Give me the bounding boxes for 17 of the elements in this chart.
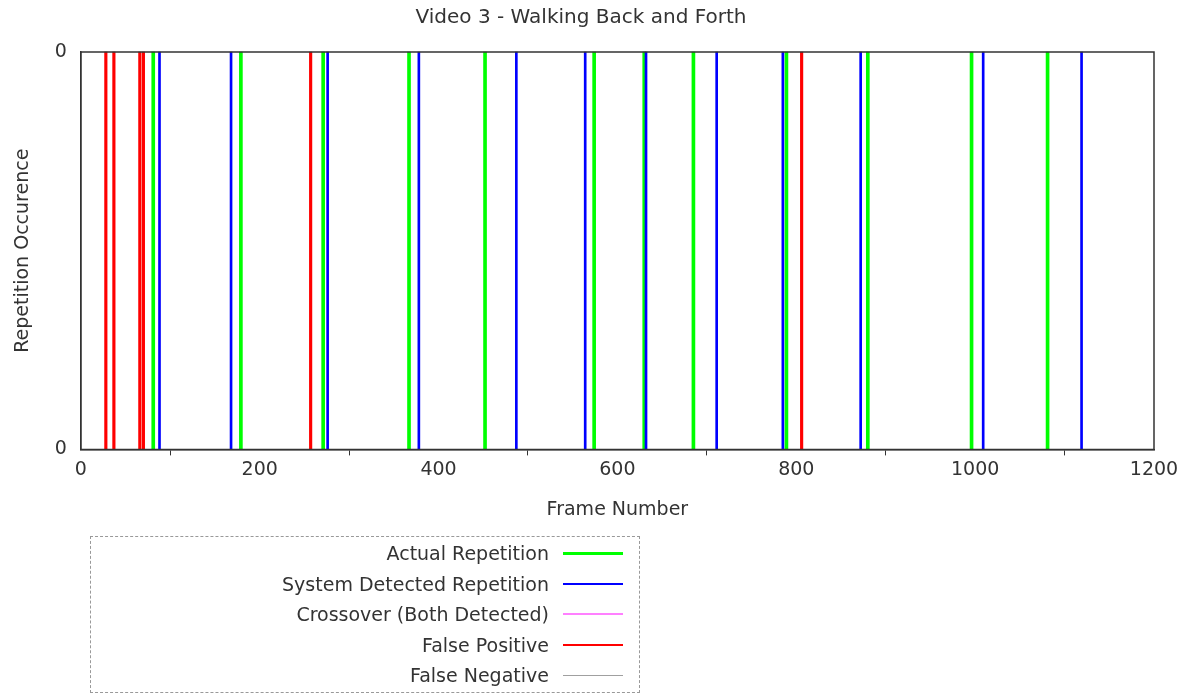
x-tick-label: 400 — [420, 456, 457, 479]
legend-label: Actual Repetition — [386, 542, 549, 565]
legend-label: System Detected Repetition — [282, 572, 549, 595]
legend-label: Crossover (Both Detected) — [296, 603, 549, 626]
x-tick-label: 0 — [74, 456, 87, 479]
x-tick-label: 800 — [778, 456, 815, 479]
x-tick-label: 200 — [241, 456, 278, 479]
chart-title: Video 3 - Walking Back and Forth — [415, 4, 747, 29]
y-axis-title: Repetition Occurence — [10, 148, 33, 353]
legend-label: False Negative — [409, 664, 549, 687]
x-tick-label: 1000 — [950, 456, 1000, 479]
x-tick-label: 1200 — [1129, 456, 1179, 479]
legend-label: False Positive — [422, 633, 549, 656]
text: 0 — [54, 38, 67, 61]
x-axis-title: Frame Number — [546, 496, 689, 519]
x-tick-label: 600 — [599, 456, 636, 479]
text: 0 — [54, 436, 67, 459]
